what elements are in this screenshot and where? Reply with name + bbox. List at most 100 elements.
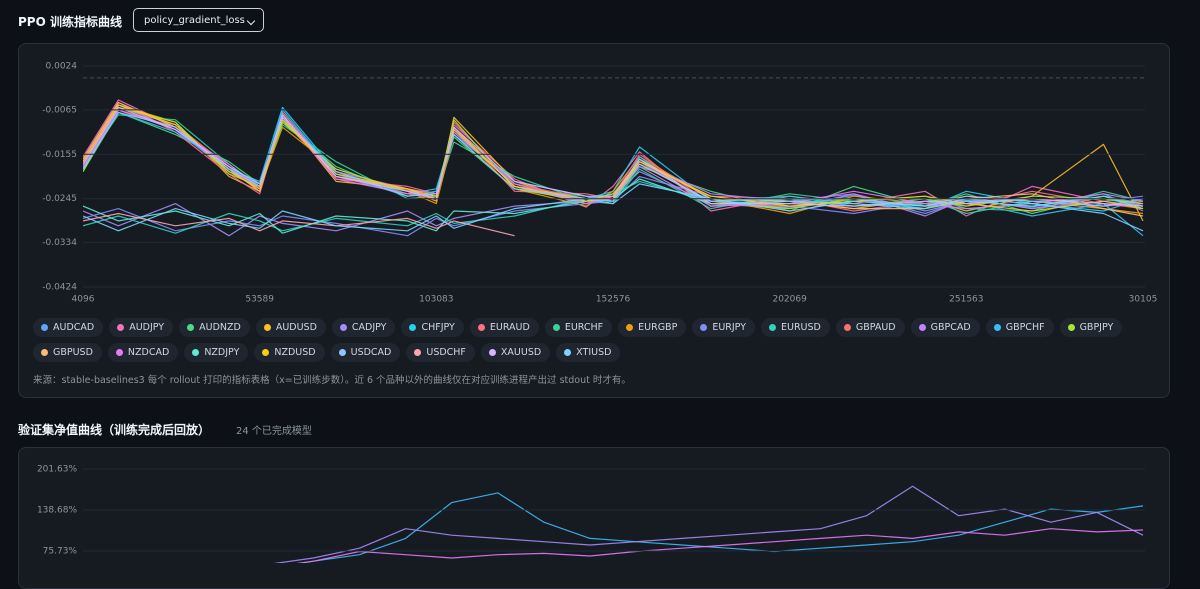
legend-swatch — [488, 349, 496, 356]
y-tick-label: 201.63% — [37, 465, 77, 475]
legend-item[interactable]: XTIUSD — [556, 343, 621, 362]
legend-label: NZDCAD — [127, 347, 170, 358]
legend-label: AUDCAD — [53, 322, 95, 333]
legend-label: AUDUSD — [275, 322, 317, 333]
series-line — [83, 212, 515, 237]
legend-swatch — [117, 324, 125, 331]
series-line — [83, 183, 1144, 232]
x-tick-label: 30105 — [1129, 295, 1158, 305]
legend-item[interactable]: AUDJPY — [109, 318, 174, 337]
legend-label: EURUSD — [781, 322, 821, 333]
legend-label: EURAUD — [489, 322, 530, 333]
legend-item[interactable]: USDCAD — [330, 343, 401, 362]
legend-item[interactable]: GBPUSD — [33, 343, 102, 362]
legend-item[interactable]: XAUUSD — [480, 343, 551, 362]
legend-item[interactable]: EURJPY — [692, 318, 755, 337]
y-tick-label: -0.0424 — [42, 283, 77, 293]
y-tick-label: -0.0334 — [42, 238, 77, 248]
y-tick-label: 0.0024 — [46, 62, 78, 72]
legend-label: EURJPY — [712, 322, 746, 333]
legend: AUDCAD AUDJPY AUDNZD AUDUSD CADJPY CHFJPY EURA… — [33, 318, 1143, 362]
legend-label: GBPAUD — [855, 322, 896, 333]
x-tick-label: 202069 — [772, 295, 807, 305]
series-line — [83, 111, 1144, 207]
series-line — [83, 106, 1144, 210]
series-line — [273, 485, 1144, 563]
legend-item[interactable]: AUDCAD — [33, 318, 104, 337]
legend-swatch — [843, 324, 851, 331]
legend-item[interactable]: GBPJPY — [1059, 318, 1123, 337]
x-tick-label: 53589 — [245, 295, 274, 305]
legend-item[interactable]: AUDUSD — [255, 318, 326, 337]
legend-label: XAUUSD — [500, 347, 542, 358]
legend-item[interactable]: NZDJPY — [184, 343, 249, 362]
legend-item[interactable]: GBPCHF — [985, 318, 1054, 337]
legend-item[interactable]: NZDCAD — [107, 343, 179, 362]
legend-label: USDCHF — [426, 347, 466, 358]
legend-item[interactable]: CHFJPY — [401, 318, 464, 337]
legend-label: GBPCAD — [930, 322, 971, 333]
legend-swatch — [187, 324, 195, 331]
legend-label: AUDJPY — [129, 322, 165, 333]
y-tick-label: 75.73% — [43, 546, 78, 556]
legend-swatch — [993, 324, 1001, 331]
legend-label: NZDJPY — [204, 347, 240, 358]
legend-swatch — [477, 324, 485, 331]
legend-label: AUDNZD — [199, 322, 241, 333]
legend-swatch — [115, 349, 123, 356]
legend-label: CHFJPY — [421, 322, 455, 333]
section-subtitle: 24 个已完成模型 — [236, 426, 312, 437]
legend-swatch — [409, 324, 417, 331]
legend-swatch — [41, 324, 48, 331]
legend-swatch — [263, 324, 271, 331]
legend-label: CADJPY — [351, 322, 387, 333]
legend-label: NZDUSD — [274, 347, 316, 358]
legend-item[interactable]: CADJPY — [331, 318, 396, 337]
legend-item[interactable]: EURGBP — [618, 318, 687, 337]
legend-label: EURCHF — [564, 322, 604, 333]
y-tick-label: -0.0065 — [42, 105, 77, 115]
legend-swatch — [192, 349, 200, 356]
legend-swatch — [414, 349, 422, 356]
legend-label: GBPUSD — [53, 347, 93, 358]
legend-swatch — [918, 324, 926, 331]
legend-item[interactable]: NZDUSD — [254, 343, 325, 362]
page: {"chart_data":[ {"type":"line","title":"… — [0, 0, 1200, 563]
legend-item[interactable]: GBPCAD — [910, 318, 980, 337]
legend-swatch — [262, 349, 270, 356]
legend-item[interactable]: GBPAUD — [835, 318, 905, 337]
legend-item[interactable]: USDCHF — [406, 343, 475, 362]
series-line — [296, 528, 1144, 563]
series-line — [296, 492, 1144, 563]
source-note: 来源：stable-baselines3 每个 rollout 打印的指标表格（… — [33, 375, 631, 386]
legend-swatch — [552, 324, 560, 331]
x-tick-label: 152576 — [596, 295, 631, 305]
legend-item[interactable]: EURCHF — [544, 318, 613, 337]
y-tick-label: -0.0155 — [42, 150, 77, 160]
legend-label: XTIUSD — [576, 347, 612, 358]
legend-swatch — [338, 349, 346, 356]
legend-swatch — [1067, 324, 1075, 331]
metric-select[interactable]: policy_gradient_loss — [133, 8, 264, 32]
legend-label: EURGBP — [638, 322, 678, 333]
legend-item[interactable]: EURAUD — [469, 318, 539, 337]
legend-item[interactable]: EURUSD — [761, 318, 830, 337]
legend-swatch — [41, 349, 48, 356]
legend-swatch — [626, 324, 634, 331]
legend-item[interactable]: AUDNZD — [179, 318, 250, 337]
y-tick-label: 138.68% — [37, 505, 77, 515]
x-tick-label: 4096 — [72, 295, 95, 305]
section-title: PPO 训练指标曲线 — [18, 15, 122, 29]
x-tick-label: 103083 — [419, 295, 453, 305]
legend-swatch — [769, 324, 776, 331]
legend-swatch — [564, 349, 572, 356]
legend-swatch — [700, 324, 708, 331]
legend-label: GBPCHF — [1005, 322, 1045, 333]
legend-label: USDCAD — [350, 347, 392, 358]
legend-label: GBPJPY — [1079, 322, 1114, 333]
charts: 0.0024 -0.0065 -0.0155 -0.0245 -0.0334 -0.042… — [37, 62, 1158, 563]
x-tick-label: 251563 — [949, 295, 983, 305]
series-line — [83, 178, 1144, 234]
legend-swatch — [339, 324, 347, 331]
section-title: 验证集净值曲线（训练完成后回放） — [18, 423, 211, 437]
